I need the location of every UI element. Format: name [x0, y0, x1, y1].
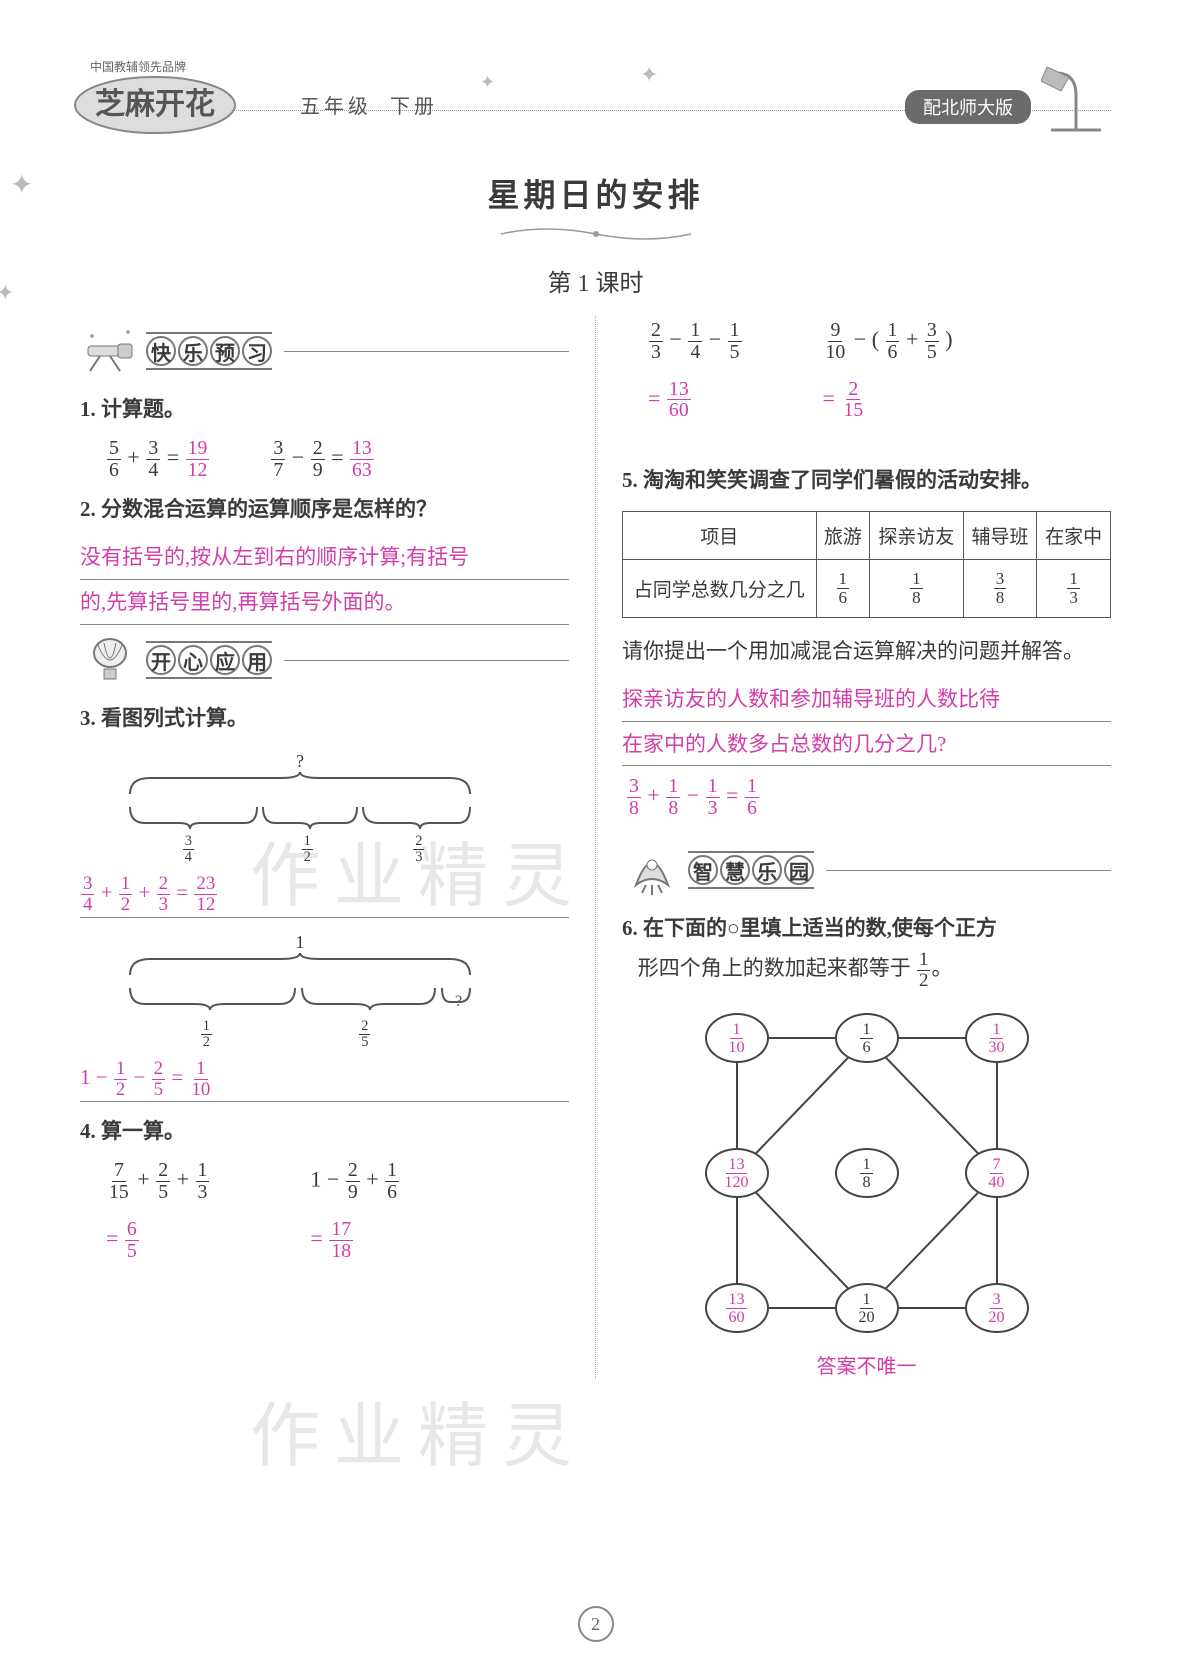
- q5-table: 项目 旅游 探亲访友 辅导班 在家中 占同学总数几分之几 16 18 38 13: [622, 511, 1111, 618]
- page-number: 2: [578, 1606, 614, 1642]
- q4: 4. 算一算。: [80, 1112, 569, 1152]
- svg-text:芝麻开花: 芝麻开花: [95, 87, 215, 121]
- version-badge: 配北师大版: [905, 90, 1031, 124]
- brand-logo: 芝麻开花: [70, 60, 240, 140]
- q5-answer-text: 探亲访友的人数和参加辅导班的人数比待 在家中的人数多占总数的几分之几?: [622, 680, 1111, 767]
- q6-puzzle: 110 16 130 13120 18 740 1360 120 320: [702, 1008, 1032, 1338]
- telescope-icon: [80, 326, 140, 376]
- table-row: 项目 旅游 探亲访友 辅导班 在家中: [623, 512, 1111, 560]
- q5-prompt: 请你提出一个用加减混合运算解决的问题并解答。: [622, 632, 1111, 672]
- q3-diagram-2: 1 ? 12 25: [120, 932, 480, 1050]
- content-columns: 快 乐 预 习 1. 计算题。 56 + 34 = 1912: [80, 316, 1111, 1379]
- page: ✦ ✦ ✦ ✦ 中国教辅领先品牌 芝麻开花 五年级 下册 配北师大版 星期日的安…: [0, 0, 1191, 1670]
- right-column: 23 − 14 − 15 = 1360 910 − ( 16: [622, 316, 1111, 1379]
- lesson-title: 星期日的安排: [80, 170, 1111, 216]
- q2-answer: 没有括号的,按从左到右的顺序计算;有括号 的,先算括号里的,再算括号外面的。: [80, 538, 569, 625]
- title-flourish-icon: [80, 224, 1111, 249]
- q4-row-2: 23 − 14 − 15 = 1360 910 − ( 16: [648, 320, 1111, 421]
- q1: 1. 计算题。: [80, 390, 569, 430]
- balloon-icon: [80, 635, 140, 685]
- left-column: 快 乐 预 习 1. 计算题。 56 + 34 = 1912: [80, 316, 569, 1379]
- q1-expressions: 56 + 34 = 1912 37 − 29 = 1363: [106, 438, 569, 481]
- q6-note: 答案不唯一: [622, 1350, 1111, 1379]
- desk-lamp-icon: [1041, 55, 1111, 135]
- watermark: 作业精灵: [250, 1380, 586, 1481]
- section-preview-heading: 快 乐 预 习: [80, 326, 569, 376]
- lesson-subtitle: 第 1 课时: [80, 263, 1111, 298]
- star-icon: ✦: [10, 168, 33, 202]
- page-header: 中国教辅领先品牌 芝麻开花 五年级 下册 配北师大版: [80, 60, 1111, 150]
- table-row: 占同学总数几分之几 16 18 38 13: [623, 560, 1111, 618]
- q2: 2. 分数混合运算的运算顺序是怎样的？: [80, 490, 569, 530]
- q3-diagram-1: ? 34 12 23: [120, 751, 480, 865]
- star-icon: ✦: [0, 280, 14, 306]
- q5-answer-expr: 38 + 18 − 13 = 16: [626, 776, 1111, 819]
- column-divider: [595, 316, 596, 1379]
- rocket-icon: [622, 845, 682, 895]
- grade-volume: 五年级 下册: [300, 90, 438, 119]
- section-apply-heading: 开 心 应 用: [80, 635, 569, 685]
- q6: 6. 在下面的○里填上适当的数,使每个正方 形四个角上的数加起来都等于 12。: [622, 909, 1111, 990]
- section-wisdom-heading: 智 慧 乐 园: [622, 845, 1111, 895]
- q3-answer-1: 34 + 12 + 23 = 2312: [80, 873, 569, 918]
- q5: 5. 淘淘和笑笑调查了同学们暑假的活动安排。: [622, 461, 1111, 501]
- q4-row-1: 715 + 25 + 13 = 65 1 − 29 +: [106, 1160, 569, 1261]
- q3: 3. 看图列式计算。: [80, 699, 569, 739]
- q3-answer-2: 1 − 12 − 25 = 110: [80, 1058, 569, 1103]
